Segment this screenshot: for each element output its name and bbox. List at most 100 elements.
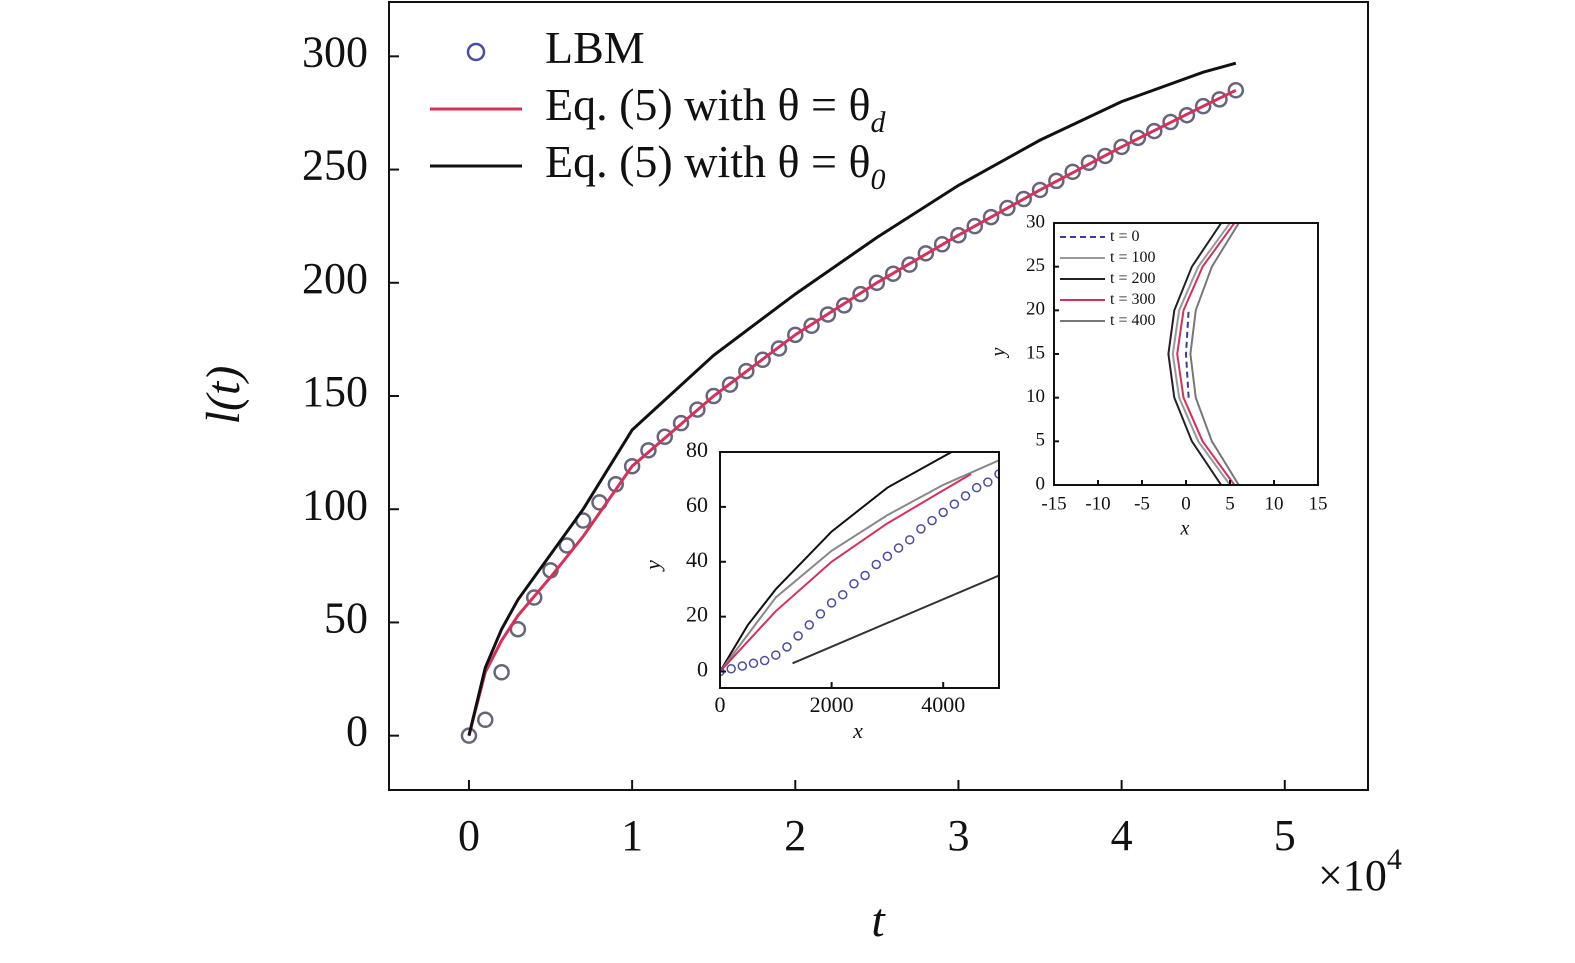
legend-label: t = 0: [1110, 228, 1139, 245]
x-scale-base: ×10: [1318, 851, 1387, 900]
data-point: [971, 482, 982, 493]
data-point: [509, 620, 527, 638]
data-point: [927, 515, 937, 526]
series-line: [1171, 223, 1231, 485]
x-scale-label: ×104: [1318, 843, 1402, 900]
data-point: [849, 578, 859, 589]
x-tick-label: -10: [1085, 493, 1110, 514]
data-point: [770, 340, 788, 357]
data-point: [950, 226, 967, 244]
x-tick-label: 0: [715, 692, 726, 717]
data-point: [1080, 154, 1098, 172]
data-point: [804, 620, 815, 630]
data-point: [689, 401, 706, 418]
data-point: [1097, 147, 1114, 165]
y-tick-label: 250: [302, 141, 368, 190]
y-tick-label: 5: [1036, 430, 1046, 451]
data-point: [1162, 113, 1179, 131]
x-tick-label: -15: [1041, 493, 1066, 514]
plot: [460, 61, 1245, 744]
data-point: [884, 265, 902, 282]
y-axis-label: l(t): [197, 366, 250, 425]
data-point: [917, 245, 935, 262]
legend-name: Eq. (5) with θ = θ: [545, 136, 871, 187]
y-tick-label: 300: [302, 27, 368, 76]
series-line: [1167, 223, 1223, 485]
data-point: [558, 537, 576, 554]
x-tick-label: 0: [458, 811, 480, 860]
data-point: [999, 199, 1016, 217]
data-point: [852, 285, 869, 303]
data-point: [737, 661, 748, 671]
data-point: [826, 598, 837, 608]
series-line: [1184, 310, 1190, 398]
x-tick-label: 3: [947, 811, 969, 860]
data-point: [493, 664, 510, 681]
y-tick-label: 150: [302, 367, 368, 416]
data-point: [656, 428, 674, 446]
series-line: [792, 574, 999, 665]
y-tick-label: 0: [1036, 473, 1046, 494]
data-point: [1146, 122, 1163, 140]
x-tick-label: 10: [1265, 493, 1284, 514]
data-point: [949, 499, 960, 509]
data-point: [933, 236, 951, 253]
series-line: [1189, 223, 1240, 485]
data-point: [882, 551, 893, 562]
legend-name: t = 400: [1110, 312, 1155, 329]
legend-name: t = 200: [1110, 270, 1155, 287]
legend-name: LBM: [545, 22, 645, 73]
x-tick-label: 5: [1225, 493, 1235, 514]
data-point: [1178, 106, 1196, 124]
series-line: [1176, 223, 1236, 485]
legend-subscript: 0: [871, 163, 886, 196]
legend-label: LBM: [545, 22, 645, 73]
data-point: [868, 274, 886, 292]
data-point: [982, 208, 1000, 226]
y-tick-label: 30: [1026, 211, 1045, 232]
data-point: [793, 631, 803, 641]
frame: [719, 451, 1000, 689]
legend-label: t = 400: [1110, 312, 1155, 329]
y-tick-label: 15: [1026, 342, 1045, 363]
legend-label: t = 100: [1110, 249, 1155, 266]
y-tick-label: 60: [686, 492, 708, 517]
series-line: [720, 452, 953, 673]
data-point: [815, 609, 826, 619]
data-point: [1048, 172, 1065, 190]
x-tick-label: 15: [1309, 493, 1328, 514]
frame: [388, 1, 1369, 791]
legend-label: Eq. (5) with θ = θ0: [545, 136, 886, 196]
data-point: [477, 711, 494, 729]
legend-label: Eq. (5) with θ = θd: [545, 79, 887, 139]
y-tick-label: 40: [686, 547, 708, 572]
data-point: [672, 414, 690, 432]
data-point: [1015, 190, 1032, 208]
data-point: [738, 362, 755, 380]
legend-marker: [466, 42, 486, 62]
x-tick-label: -5: [1134, 493, 1150, 514]
x-tick-label: 4000: [921, 692, 965, 717]
x-tick-label: 4: [1111, 811, 1133, 860]
data-point: [1064, 163, 1081, 181]
x-tick-label: 2000: [810, 692, 854, 717]
plot-area: [720, 452, 999, 688]
series-line: [720, 459, 999, 673]
data-point: [871, 559, 881, 570]
y-tick-label: 20: [686, 602, 708, 627]
data-point: [1227, 82, 1245, 99]
legend-name: t = 100: [1110, 249, 1155, 266]
data-point: [819, 306, 837, 323]
y-tick-label: 0: [697, 657, 708, 682]
data-point: [759, 655, 770, 666]
data-point: [1211, 91, 1228, 108]
y-tick-label: 80: [686, 437, 708, 462]
data-point: [726, 664, 736, 674]
legend-name: Eq. (5) with θ = θ: [545, 79, 871, 130]
data-point: [640, 442, 657, 459]
data-point: [916, 524, 926, 534]
series-line: [720, 473, 972, 673]
y-tick-label: 25: [1026, 255, 1045, 276]
data-point: [1031, 181, 1049, 199]
